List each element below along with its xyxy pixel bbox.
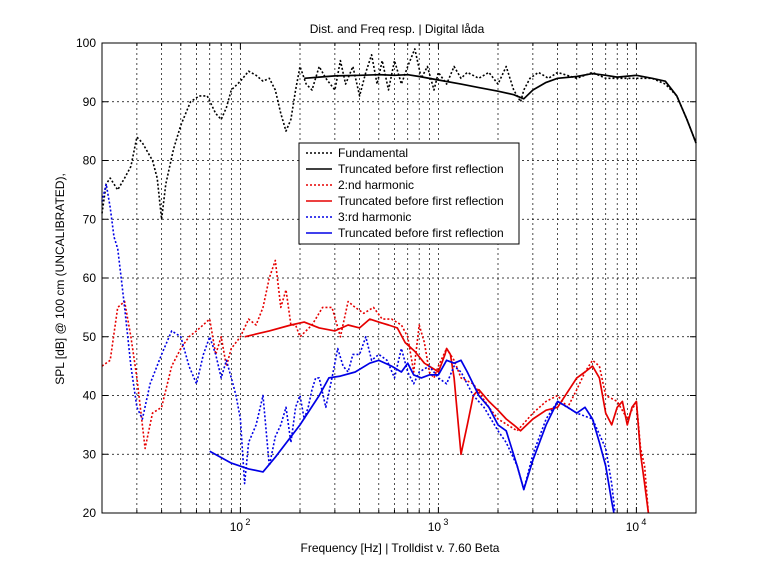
legend: Fundamental Truncated before first reflec… [298, 142, 520, 245]
series-line-2 [101, 259, 650, 514]
x-axis-label: Frequency [Hz] | Trolldist v. 7.60 Beta [301, 541, 500, 555]
x-tick-exponent: 4 [641, 517, 646, 527]
series-line-5 [209, 359, 615, 514]
y-axis-label: SPL [dB] @ 100 cm (UNCALIBRATED), [53, 173, 67, 385]
y-tick-label: 100 [76, 36, 96, 50]
legend-label-1: Truncated before first reflection [338, 162, 504, 176]
series-layer [101, 48, 697, 514]
x-tick-label: 10 [428, 520, 442, 534]
y-tick-label: 30 [83, 447, 97, 461]
legend-label-0: Fundamental [338, 146, 408, 160]
legend-box [298, 142, 520, 245]
x-tick-exponent: 3 [443, 517, 448, 527]
x-tick-label: 10 [230, 520, 244, 534]
legend-label-2: 2:nd harmonic [338, 178, 414, 192]
y-tick-label: 20 [83, 506, 97, 520]
y-tick-label: 80 [83, 154, 97, 168]
legend-label-5: Truncated before first reflection [338, 226, 504, 240]
y-tick-label: 70 [83, 212, 97, 226]
y-tick-label: 40 [83, 389, 97, 403]
legend-entries: Fundamental Truncated before first reflec… [306, 146, 504, 240]
legend-label-4: 3:rd harmonic [338, 210, 411, 224]
grid-layer [102, 43, 696, 513]
series-line-1 [304, 72, 697, 144]
legend-label-3: Truncated before first reflection [338, 194, 504, 208]
series-line-4 [101, 183, 616, 514]
chart-title: Dist. and Freq resp. | Digital låda [310, 22, 485, 36]
y-tick-label: 60 [83, 271, 97, 285]
y-tick-label: 50 [83, 330, 97, 344]
series-line-0 [101, 48, 697, 221]
y-tick-label: 90 [83, 95, 97, 109]
x-tick-label: 10 [626, 520, 640, 534]
x-tick-exponent: 2 [245, 517, 250, 527]
